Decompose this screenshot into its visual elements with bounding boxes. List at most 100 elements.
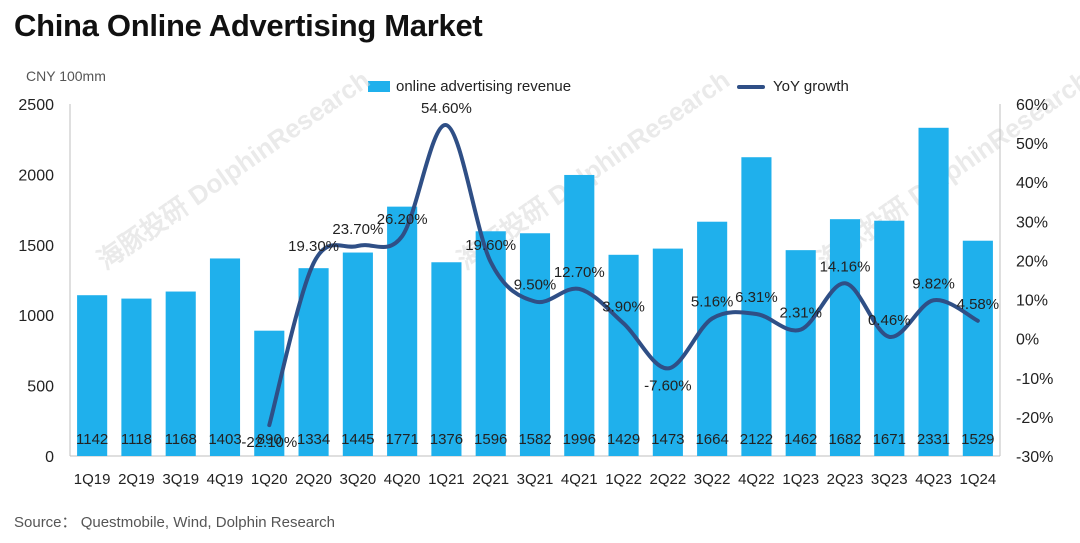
x-axis-tick-label: 4Q23 <box>915 471 952 488</box>
revenue-bar-label: 1596 <box>474 431 507 448</box>
revenue-bar-label: 1682 <box>828 431 861 448</box>
revenue-bar-label: 1403 <box>208 431 241 448</box>
left-axis-tick-label: 500 <box>27 379 54 396</box>
x-axis-tick-label: 1Q22 <box>605 471 642 488</box>
legend-item-growth: YoY growth <box>737 78 849 95</box>
left-axis-tick-label: 1500 <box>18 238 54 255</box>
yoy-growth-label: 0.46% <box>868 312 911 329</box>
revenue-bar-label: 2122 <box>740 431 773 448</box>
yoy-growth-label: 23.70% <box>332 221 383 238</box>
revenue-bar <box>298 268 329 456</box>
revenue-bar <box>77 295 108 456</box>
left-axis-tick-label: 0 <box>45 449 54 466</box>
revenue-bar <box>387 206 418 456</box>
right-axis-tick-label: 10% <box>1016 293 1048 310</box>
revenue-bar <box>697 221 728 456</box>
revenue-bar <box>829 219 861 456</box>
revenue-bar-label: 1462 <box>784 431 817 448</box>
revenue-bar <box>475 231 506 456</box>
revenue-bar <box>918 127 949 456</box>
right-axis-tick-label: 40% <box>1016 175 1048 192</box>
revenue-bar <box>608 254 639 456</box>
x-axis-tick-label: 4Q22 <box>738 471 775 488</box>
right-axis-tick-label: -10% <box>1016 371 1053 388</box>
yoy-growth-label: 5.16% <box>691 293 734 310</box>
legend-swatch-line <box>737 84 765 89</box>
revenue-bar <box>519 233 551 456</box>
revenue-bar <box>652 248 683 456</box>
x-axis-tick-label: 3Q23 <box>871 471 908 488</box>
left-axis-tick-label: 2500 <box>18 97 54 114</box>
revenue-bar-label: 1429 <box>607 431 640 448</box>
revenue-bar <box>962 240 993 456</box>
x-axis-tick-label: 3Q20 <box>340 471 377 488</box>
x-axis-tick-label: 1Q19 <box>74 471 111 488</box>
x-axis-tick-label: 3Q21 <box>517 471 554 488</box>
x-axis-tick-label: 2Q19 <box>118 471 155 488</box>
yoy-growth-label: 54.60% <box>421 100 472 117</box>
right-axis-tick-label: 60% <box>1016 97 1048 114</box>
yoy-growth-label: 19.60% <box>465 237 516 254</box>
source-note: Source： Questmobile, Wind, Dolphin Resea… <box>14 514 335 531</box>
left-axis-unit-label: CNY 100mm <box>26 68 106 84</box>
yoy-growth-label: -7.60% <box>644 377 692 394</box>
revenue-bar <box>785 250 816 456</box>
revenue-bar <box>165 291 196 456</box>
revenue-bar <box>564 174 595 456</box>
yoy-growth-label: 9.50% <box>514 277 557 294</box>
revenue-bar <box>431 262 462 456</box>
right-axis-tick-label: 20% <box>1016 253 1048 270</box>
x-axis-tick-label: 2Q22 <box>650 471 687 488</box>
yoy-growth-label: 3.90% <box>602 298 645 315</box>
yoy-growth-label: 19.30% <box>288 238 339 255</box>
revenue-bar-label: 1664 <box>695 431 728 448</box>
revenue-bar <box>741 157 772 456</box>
left-axis-tick-label: 1000 <box>18 308 54 325</box>
revenue-bar-label: 1168 <box>165 431 197 448</box>
legend-swatch-bar <box>368 81 390 92</box>
revenue-bar-label: 1445 <box>341 431 374 448</box>
right-axis-tick-label: 50% <box>1016 136 1048 153</box>
revenue-bar-label: 2331 <box>917 431 950 448</box>
revenue-bar-label: 890 <box>257 431 282 448</box>
right-axis-tick-label: -20% <box>1016 410 1053 427</box>
x-axis-tick-label: 1Q24 <box>960 471 997 488</box>
yoy-growth-label: 9.82% <box>912 275 955 292</box>
x-axis-tick-label: 1Q23 <box>782 471 819 488</box>
right-axis-tick-label: -30% <box>1016 449 1053 466</box>
revenue-bar <box>254 330 285 456</box>
yoy-growth-label: 4.58% <box>957 296 1000 313</box>
yoy-growth-label: 14.16% <box>820 258 871 275</box>
revenue-bar <box>209 258 241 456</box>
legend-label-revenue: online advertising revenue <box>396 78 572 95</box>
left-axis-tick-label: 2000 <box>18 167 54 184</box>
revenue-bar-label: 1996 <box>563 431 596 448</box>
x-axis-tick-label: 2Q20 <box>295 471 332 488</box>
right-axis-tick-label: 30% <box>1016 214 1048 231</box>
x-axis-tick-label: 4Q21 <box>561 471 598 488</box>
right-axis-tick-label: 0% <box>1016 332 1039 349</box>
legend-label-growth: YoY growth <box>773 78 849 95</box>
yoy-growth-label: 2.31% <box>779 305 822 322</box>
revenue-bar-label: 1334 <box>297 431 330 448</box>
yoy-growth-label: 6.31% <box>735 289 778 306</box>
x-axis-tick-label: 3Q19 <box>162 471 199 488</box>
revenue-bar-label: 1142 <box>76 431 108 448</box>
revenue-bar-label: 1376 <box>430 431 463 448</box>
chart-title: China Online Advertising Market <box>14 8 483 43</box>
yoy-growth-label: 26.20% <box>377 211 428 228</box>
revenue-bar-label: 1582 <box>518 431 551 448</box>
revenue-bar-label: 1529 <box>961 431 994 448</box>
x-axis-tick-label: 1Q20 <box>251 471 288 488</box>
yoy-growth-line <box>267 123 980 428</box>
yoy-growth-label: 12.70% <box>554 264 605 281</box>
revenue-bar <box>121 298 152 456</box>
x-axis-tick-label: 2Q21 <box>472 471 509 488</box>
revenue-bar-label: 1771 <box>385 431 418 448</box>
yoy-growth-label: -22.10% <box>241 434 297 451</box>
revenue-bar-label: 1118 <box>121 431 152 448</box>
x-axis-tick-label: 4Q19 <box>207 471 244 488</box>
x-axis-tick-label: 3Q22 <box>694 471 731 488</box>
revenue-bar-label: 1671 <box>873 431 906 448</box>
